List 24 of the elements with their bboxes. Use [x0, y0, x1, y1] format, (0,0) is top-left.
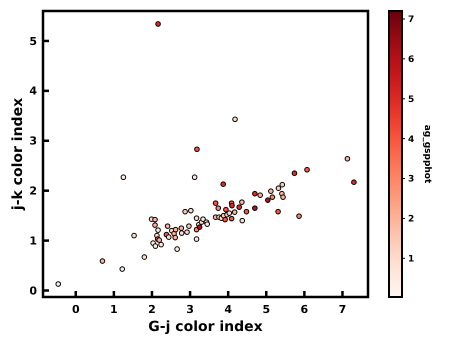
color-bar-label: 6 — [408, 55, 414, 66]
color-bar-label: 7 — [408, 15, 414, 26]
y-tick-label: 2 — [29, 184, 37, 198]
y-tick-label: 1 — [29, 234, 37, 248]
y-tick-label: 0 — [29, 284, 38, 298]
x-tick-label: 3 — [186, 303, 194, 316]
y-tick-label: 4 — [29, 84, 38, 98]
x-tick-label: 5 — [262, 303, 270, 316]
x-axis-title: G-j color index — [148, 319, 263, 335]
y-axis-title: j-k color index — [10, 98, 26, 212]
color-bar-label: 1 — [408, 254, 414, 264]
x-tick-label: 6 — [300, 303, 309, 316]
y-tick-label: 3 — [29, 134, 37, 148]
x-tick-label: 2 — [148, 303, 156, 316]
color-bar-label: 2 — [408, 214, 414, 225]
x-tick-label: 1 — [110, 303, 118, 316]
color-bar-title: ag_gspphot — [422, 124, 432, 184]
color-bar-label: 4 — [408, 134, 414, 145]
x-tick-label: 4 — [224, 303, 232, 316]
color-bar-label: 3 — [408, 174, 414, 185]
x-tick-label: 0 — [72, 303, 80, 316]
x-tick-label: 7 — [338, 303, 346, 316]
y-tick-label: 5 — [29, 34, 37, 48]
color-bar-label: 5 — [408, 94, 414, 105]
